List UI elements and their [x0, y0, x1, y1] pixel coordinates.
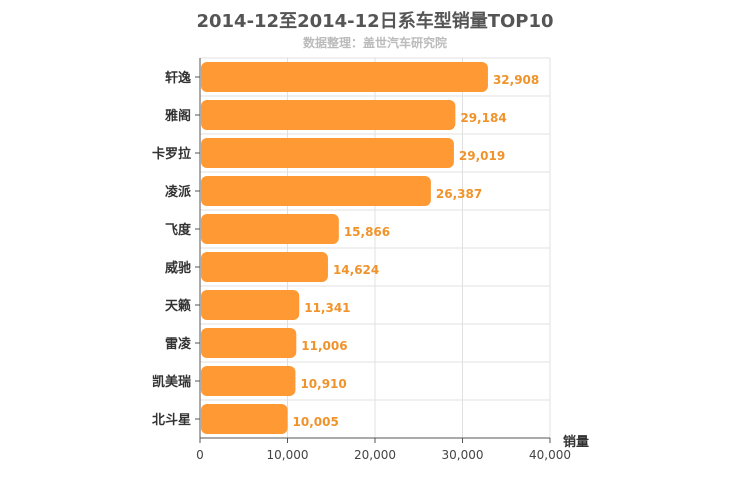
category-label: 飞度 [165, 222, 192, 238]
bar [201, 290, 300, 320]
value-label: 10,005 [293, 415, 339, 429]
value-label: 10,910 [300, 377, 346, 391]
category-label: 凯美瑞 [152, 374, 191, 390]
bar [201, 252, 328, 282]
bar [201, 404, 288, 434]
value-label: 29,184 [460, 111, 506, 125]
value-label: 15,866 [344, 225, 390, 239]
bar [201, 62, 488, 92]
bar [201, 366, 296, 396]
x-axis-title: 销量 [563, 434, 589, 450]
chart-subtitle: 数据整理：盖世汽车研究院 [302, 36, 447, 50]
bar [201, 176, 431, 206]
bar [201, 100, 456, 130]
x-tick-label: 20,000 [354, 448, 396, 462]
bar [201, 138, 454, 168]
x-tick-label: 0 [196, 448, 204, 462]
bar [201, 328, 297, 358]
category-label: 卡罗拉 [152, 146, 191, 162]
category-label: 雷凌 [165, 336, 192, 352]
bar [201, 214, 339, 244]
category-label: 北斗星 [152, 413, 191, 428]
category-label: 天籁 [165, 298, 191, 314]
bars [201, 62, 488, 434]
chart-title: 2014-12至2014-12日系车型销量TOP10 [196, 11, 554, 32]
category-label: 威驰 [165, 260, 191, 276]
value-label: 26,387 [436, 187, 482, 201]
value-label: 14,624 [333, 263, 379, 277]
category-label: 凌派 [165, 184, 192, 200]
category-label: 轩逸 [165, 70, 191, 86]
x-tick-label: 10,000 [267, 448, 309, 462]
x-tick-label: 30,000 [442, 448, 484, 462]
value-label: 11,341 [304, 301, 350, 315]
category-label: 雅阁 [165, 108, 191, 124]
value-label: 11,006 [301, 339, 347, 353]
value-label: 29,019 [459, 149, 505, 163]
x-tick-label: 40,000 [529, 448, 571, 462]
labels: 0 10,000 20,000 30,000 40,000 轩逸 32,908 雅阁 29,18… [152, 70, 571, 462]
value-label: 32,908 [493, 73, 539, 87]
